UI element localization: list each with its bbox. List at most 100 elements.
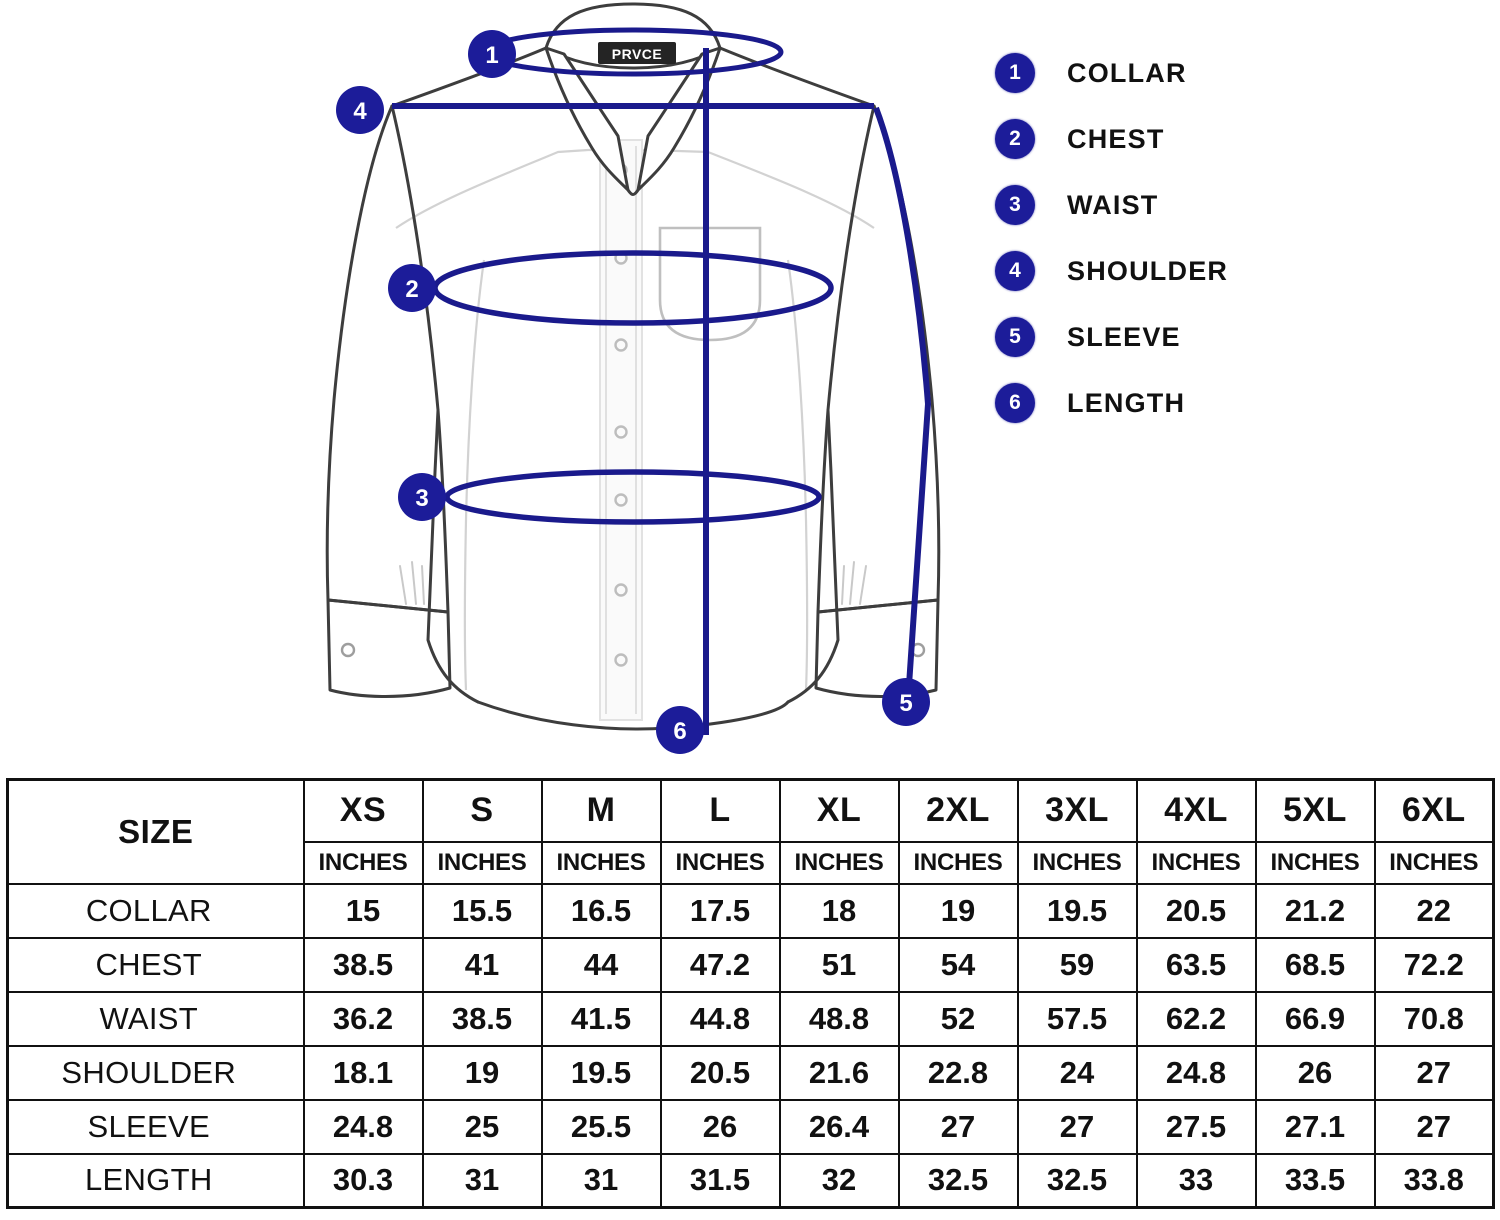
- cell-chest-5xl: 68.5: [1254, 936, 1376, 993]
- row-label-shoulder: SHOULDER: [6, 1044, 305, 1101]
- column-header-4xl: 4XL: [1135, 778, 1257, 843]
- legend-label-collar: COLLAR: [1067, 57, 1187, 88]
- measurement-lines: [392, 27, 931, 735]
- cell-length-m: 31: [540, 1152, 662, 1209]
- legend-item-chest: 2 CHEST: [995, 106, 1325, 172]
- legend-badge-4: 4: [995, 251, 1035, 291]
- cell-length-4xl: 33: [1135, 1152, 1257, 1209]
- cell-sleeve-s: 25: [421, 1098, 543, 1155]
- legend-badge-6: 6: [995, 383, 1035, 423]
- cell-shoulder-3xl: 24: [1016, 1044, 1138, 1101]
- unit-header-3xl: INCHES: [1016, 840, 1138, 885]
- size-chart-table: SIZE XS S M L XL 2XL 3XL 4XL 5XL 6XL INCHES INCHES IN…: [6, 778, 1495, 1209]
- cell-collar-3xl: 19.5: [1016, 882, 1138, 939]
- legend-badge-3: 3: [995, 185, 1035, 225]
- cell-sleeve-xs: 24.8: [302, 1098, 424, 1155]
- cell-chest-3xl: 59: [1016, 936, 1138, 993]
- column-header-6xl: 6XL: [1373, 778, 1495, 843]
- unit-header-4xl: INCHES: [1135, 840, 1257, 885]
- unit-header-2xl: INCHES: [897, 840, 1019, 885]
- brand-label: PRVCE: [598, 42, 676, 64]
- cell-collar-6xl: 22: [1373, 882, 1495, 939]
- cell-length-3xl: 32.5: [1016, 1152, 1138, 1209]
- unit-header-l: INCHES: [659, 840, 781, 885]
- cell-length-5xl: 33.5: [1254, 1152, 1376, 1209]
- column-header-s: S: [421, 778, 543, 843]
- cell-chest-xl: 51: [778, 936, 900, 993]
- svg-text:2: 2: [405, 276, 418, 303]
- cell-shoulder-5xl: 26: [1254, 1044, 1376, 1101]
- marker-6-length: 6: [656, 706, 704, 754]
- legend-label-waist: WAIST: [1067, 189, 1159, 220]
- cell-waist-2xl: 52: [897, 990, 1019, 1047]
- shirt-placket: [599, 139, 643, 721]
- column-header-2xl: 2XL: [897, 778, 1019, 843]
- cell-shoulder-m: 19.5: [540, 1044, 662, 1101]
- shirt-pocket: [658, 226, 762, 342]
- row-label-length: LENGTH: [6, 1152, 305, 1209]
- table-header-row-units: INCHES INCHES INCHES INCHES INCHES INCHES INCH…: [8, 840, 1495, 885]
- legend-label-chest: CHEST: [1067, 123, 1165, 154]
- table-row: LENGTH 30.3 31 31 31.5 32 32.5 32.5 33 33.5 33.8: [6, 1152, 1495, 1209]
- row-label-waist: WAIST: [6, 990, 305, 1047]
- cell-waist-3xl: 57.5: [1016, 990, 1138, 1047]
- cell-shoulder-xl: 21.6: [778, 1044, 900, 1101]
- marker-4-shoulder: 4: [336, 86, 384, 134]
- cell-sleeve-m: 25.5: [540, 1098, 662, 1155]
- cell-length-xl: 32: [778, 1152, 900, 1209]
- cell-collar-s: 15.5: [421, 882, 543, 939]
- cell-waist-4xl: 62.2: [1135, 990, 1257, 1047]
- legend-badge-1: 1: [995, 53, 1035, 93]
- cell-collar-4xl: 20.5: [1135, 882, 1257, 939]
- unit-header-xs: INCHES: [302, 840, 424, 885]
- legend-label-length: LENGTH: [1067, 387, 1186, 418]
- unit-header-5xl: INCHES: [1254, 840, 1376, 885]
- cell-shoulder-4xl: 24.8: [1135, 1044, 1257, 1101]
- column-header-3xl: 3XL: [1016, 778, 1138, 843]
- table-row: SHOULDER 18.1 19 19.5 20.5 21.6 22.8 24 24.8 26 27: [6, 1044, 1495, 1101]
- column-header-m: M: [540, 778, 662, 843]
- cell-waist-xs: 36.2: [302, 990, 424, 1047]
- cell-chest-xs: 38.5: [302, 936, 424, 993]
- row-label-chest: CHEST: [6, 936, 305, 993]
- shirt-collar: [544, 2, 722, 196]
- cell-chest-6xl: 72.2: [1373, 936, 1495, 993]
- unit-header-xl: INCHES: [778, 840, 900, 885]
- legend-badge-2: 2: [995, 119, 1035, 159]
- cell-length-2xl: 32.5: [897, 1152, 1019, 1209]
- marker-5-sleeve: 5: [882, 678, 930, 726]
- cell-sleeve-6xl: 27: [1373, 1098, 1495, 1155]
- row-label-collar: COLLAR: [6, 882, 305, 939]
- table-row: SLEEVE 24.8 25 25.5 26 26.4 27 27 27.5 27.1 27: [6, 1098, 1495, 1155]
- shirt-illustration: PRVCE: [325, 2, 941, 754]
- cell-length-xs: 30.3: [302, 1152, 424, 1209]
- svg-text:5: 5: [899, 690, 912, 717]
- svg-text:PRVCE: PRVCE: [612, 46, 662, 62]
- cell-shoulder-2xl: 22.8: [897, 1044, 1019, 1101]
- measurement-legend: 1 COLLAR 2 CHEST 3 WAIST 4 SHOULDER 5 SL…: [995, 40, 1325, 436]
- column-header-xs: XS: [302, 778, 424, 843]
- legend-label-sleeve: SLEEVE: [1067, 321, 1181, 352]
- legend-item-length: 6 LENGTH: [995, 370, 1325, 436]
- cell-waist-5xl: 66.9: [1254, 990, 1376, 1047]
- diagram-markers: 1 4 2 3: [336, 30, 930, 754]
- svg-text:6: 6: [673, 718, 686, 745]
- legend-item-sleeve: 5 SLEEVE: [995, 304, 1325, 370]
- unit-header-m: INCHES: [540, 840, 662, 885]
- legend-item-waist: 3 WAIST: [995, 172, 1325, 238]
- cell-collar-2xl: 19: [897, 882, 1019, 939]
- svg-text:3: 3: [415, 485, 428, 512]
- cell-chest-4xl: 63.5: [1135, 936, 1257, 993]
- cell-shoulder-l: 20.5: [659, 1044, 781, 1101]
- cell-collar-xs: 15: [302, 882, 424, 939]
- legend-item-shoulder: 4 SHOULDER: [995, 238, 1325, 304]
- cell-chest-m: 44: [540, 936, 662, 993]
- cell-waist-6xl: 70.8: [1373, 990, 1495, 1047]
- cell-chest-2xl: 54: [897, 936, 1019, 993]
- cell-shoulder-s: 19: [421, 1044, 543, 1101]
- cell-length-l: 31.5: [659, 1152, 781, 1209]
- table-header-row-sizes: SIZE XS S M L XL 2XL 3XL 4XL 5XL 6XL: [6, 778, 1495, 885]
- legend-label-shoulder: SHOULDER: [1067, 255, 1229, 286]
- marker-3-waist: 3: [398, 473, 446, 521]
